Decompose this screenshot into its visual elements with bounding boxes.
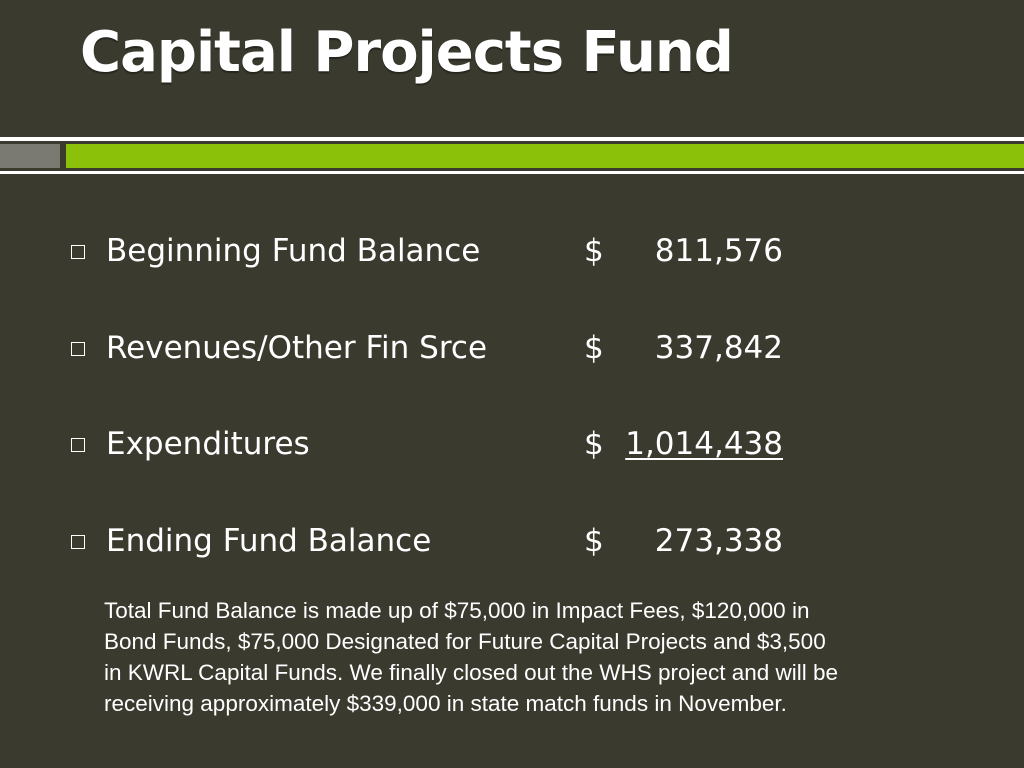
fund-row-label: Expenditures [106,426,310,462]
fund-row-revenues: Revenues/Other Fin Srce $ 337,842 [0,326,1024,376]
fund-row-label: Revenues/Other Fin Srce [106,330,488,366]
square-bullet-icon [71,342,85,356]
square-bullet-icon [71,245,85,259]
fund-row-beginning-balance: Beginning Fund Balance $ 811,576 [0,229,1024,279]
fund-row-label: Beginning Fund Balance [106,233,481,269]
header-accent-green-bar [66,144,1024,168]
fund-row-currency: $ [584,523,604,559]
header-rule-bottom [0,171,1024,174]
fund-row-currency: $ [584,330,604,366]
fund-row-label: Ending Fund Balance [106,523,432,559]
fund-row-currency: $ [584,426,604,462]
square-bullet-icon [71,535,85,549]
fund-row-amount: 273,338 [654,523,783,559]
fund-row-expenditures: Expenditures $ 1,014,438 [0,422,1024,472]
fund-row-amount: 337,842 [654,330,783,366]
fund-row-amount: 811,576 [654,233,783,269]
fund-row-ending-balance: Ending Fund Balance $ 273,338 [0,519,1024,569]
slide-title: Capital Projects Fund [80,20,734,85]
fund-row-amount: 1,014,438 [625,426,783,462]
header-rule-top [0,137,1024,141]
fund-row-currency: $ [584,233,604,269]
header-accent-gray-bar [0,144,60,168]
fund-balance-note: Total Fund Balance is made up of $75,000… [104,598,839,716]
square-bullet-icon [71,438,85,452]
